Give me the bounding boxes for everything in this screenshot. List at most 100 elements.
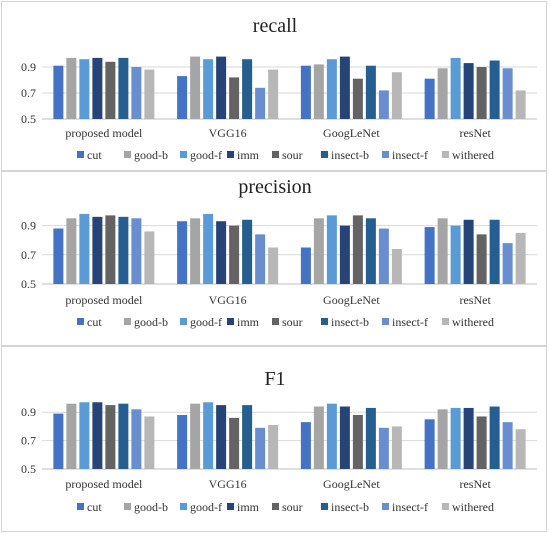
bar-cut xyxy=(177,76,188,119)
legend-label: sour xyxy=(282,148,303,162)
legend-label: cut xyxy=(87,500,102,514)
legend-label: insect-b xyxy=(331,315,369,329)
bar-insect-b xyxy=(365,65,376,119)
legend-swatch xyxy=(382,151,389,158)
bar-withered xyxy=(268,69,279,119)
legend-swatch xyxy=(227,151,234,158)
bar-good-f xyxy=(326,59,337,119)
bar-insect-b xyxy=(489,60,500,119)
bar-sour xyxy=(352,415,363,469)
legend-swatch xyxy=(77,503,84,510)
bar-insect-f xyxy=(131,409,142,469)
bar-cut xyxy=(177,415,188,469)
legend-swatch xyxy=(180,151,187,158)
precision-chart: precision 0.5 0.7 0.9 proposed model VGG16 Goo… xyxy=(21,176,537,329)
bar-good-b xyxy=(313,406,324,469)
legend-label: imm xyxy=(237,315,260,329)
x-category-label: GoogLeNet xyxy=(323,293,380,307)
y-tick-label: 0.7 xyxy=(21,434,36,448)
bar-cut xyxy=(53,413,64,469)
bar-sour xyxy=(476,416,487,469)
legend-label: good-f xyxy=(190,148,222,162)
bar-good-b xyxy=(190,56,201,119)
bar-withered xyxy=(144,416,155,469)
y-tick-label: 0.9 xyxy=(21,219,36,233)
legend-swatch xyxy=(272,318,279,325)
legend-label: insect-f xyxy=(392,148,428,162)
precision-chart-panel: precision 0.5 0.7 0.9 proposed model VGG16 Goo… xyxy=(1,171,547,346)
legend-swatch xyxy=(321,151,328,158)
bar-withered xyxy=(391,72,402,119)
bar-good-f xyxy=(326,215,337,284)
recall-chart-title: recall xyxy=(253,15,298,37)
bar-imm xyxy=(92,216,103,284)
bar-imm xyxy=(463,219,474,284)
bar-imm xyxy=(463,407,474,469)
x-category-label: proposed model xyxy=(65,126,143,140)
bar-insect-f xyxy=(131,218,142,284)
f1-chart: F1 0.5 0.7 0.9 proposed model VGG16 GoogLeNet r… xyxy=(21,368,537,514)
bar-insect-f xyxy=(502,422,513,469)
bar-good-f xyxy=(79,213,90,284)
legend-swatch xyxy=(124,151,131,158)
y-tick-label: 0.7 xyxy=(21,248,36,262)
bar-withered xyxy=(268,424,279,469)
bar-insect-f xyxy=(255,427,266,469)
bar-withered xyxy=(391,426,402,469)
bar-cut xyxy=(300,65,311,119)
bar-good-b xyxy=(437,68,448,119)
bar-good-b xyxy=(313,64,324,119)
bar-cut xyxy=(53,228,64,284)
bar-imm xyxy=(216,56,227,119)
precision-chart-title: precision xyxy=(238,176,311,198)
bar-sour xyxy=(229,77,240,119)
bar-imm xyxy=(463,63,474,119)
f1-chart-title: F1 xyxy=(264,368,285,390)
bar-good-f xyxy=(79,59,90,119)
bar-imm xyxy=(339,56,350,119)
legend-label: good-b xyxy=(134,148,168,162)
bar-insect-b xyxy=(489,406,500,469)
legend-label: insect-f xyxy=(392,500,428,514)
legend-swatch xyxy=(321,318,328,325)
bar-good-b xyxy=(313,218,324,284)
legend-swatch xyxy=(180,318,187,325)
bar-withered xyxy=(391,248,402,284)
bar-good-b xyxy=(66,403,77,469)
x-category-label: VGG16 xyxy=(209,477,247,491)
legend-label: cut xyxy=(87,315,102,329)
bar-insect-f xyxy=(131,67,142,119)
legend-swatch xyxy=(227,318,234,325)
legend-label: cut xyxy=(87,148,102,162)
bar-cut xyxy=(300,247,311,284)
legend-swatch xyxy=(382,503,389,510)
bar-insect-f xyxy=(502,243,513,284)
bar-withered xyxy=(515,429,526,469)
x-category-label: proposed model xyxy=(65,477,143,491)
bar-cut xyxy=(424,419,435,469)
bar-sour xyxy=(105,405,116,469)
bar-imm xyxy=(216,221,227,284)
y-tick-label: 0.9 xyxy=(21,60,36,74)
legend-swatch xyxy=(77,151,84,158)
bar-cut xyxy=(53,65,64,119)
legend-label: good-f xyxy=(190,500,222,514)
legend-label: sour xyxy=(282,500,303,514)
y-tick-label: 0.5 xyxy=(21,277,36,291)
bar-insect-b xyxy=(242,219,253,284)
y-tick-label: 0.9 xyxy=(21,405,36,419)
bar-withered xyxy=(144,231,155,284)
bar-good-f xyxy=(203,402,214,469)
bar-good-f xyxy=(326,403,337,469)
bar-sour xyxy=(229,417,240,469)
legend-swatch xyxy=(382,318,389,325)
legend-label: imm xyxy=(237,148,260,162)
bar-cut xyxy=(177,221,188,284)
bar-sour xyxy=(476,67,487,119)
bar-imm xyxy=(339,225,350,284)
bar-insect-b xyxy=(242,59,253,119)
bar-withered xyxy=(515,90,526,119)
legend-swatch xyxy=(124,503,131,510)
bar-withered xyxy=(515,232,526,284)
recall-chart: recall 0.5 0.7 0.9 proposed model VGG16 GoogLe… xyxy=(21,15,537,162)
